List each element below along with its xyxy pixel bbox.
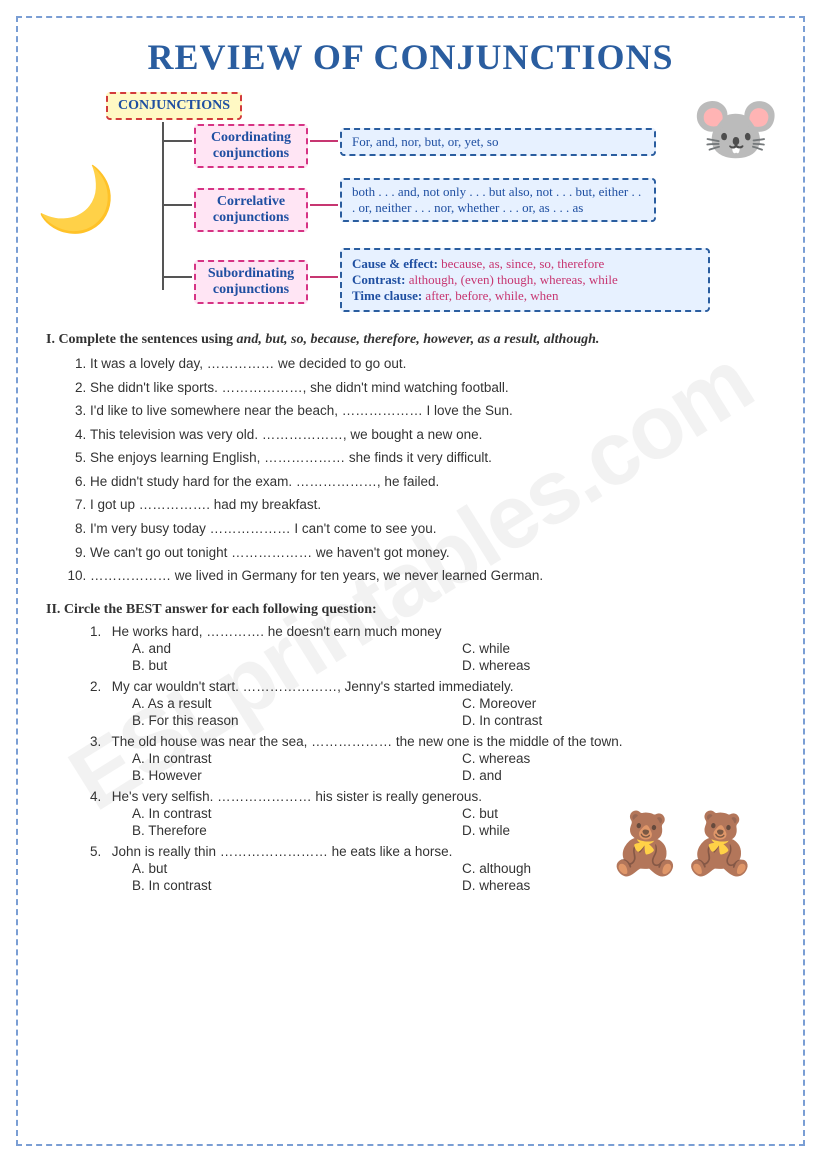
section-1-list: It was a lovely day, …………… we decided to… (90, 354, 775, 586)
question-2: 2. My car wouldn't start. …………………, Jenny… (90, 679, 775, 694)
q1-opt-c: C. while (462, 641, 682, 656)
sub-head-1: Cause & effect: (352, 256, 438, 271)
connector-h3 (162, 276, 192, 278)
question-1: 1. He works hard, …………. he doesn't earn … (90, 624, 775, 639)
q3-opt-c: C. whereas (462, 751, 682, 766)
q1-opt-d: D. whereas (462, 658, 682, 673)
sub-head-2: Contrast: (352, 272, 405, 287)
sub-ex-2: although, (even) though, whereas, while (409, 272, 618, 287)
diagram-root: CONJUNCTIONS (106, 92, 242, 120)
diagram-examples-coordinating: For, and, nor, but, or, yet, so (340, 128, 656, 156)
section-1-lead: I. Complete the sentences using (46, 332, 237, 347)
diagram-label-correlative: Correlative conjunctions (194, 188, 308, 232)
conjunctions-diagram: 🌙 🐭 CONJUNCTIONS Coordinating conjunctio… (46, 92, 775, 322)
sub-ex-3: after, before, while, when (425, 288, 558, 303)
q4-opt-a: A. In contrast (132, 806, 462, 821)
q2-opt-a: A. As a result (132, 696, 462, 711)
q1-stem: He works hard, …………. he doesn't earn muc… (112, 624, 442, 639)
list-item: She didn't like sports. ………………, she didn… (90, 378, 775, 398)
q5-stem: John is really thin …………………… he eats lik… (112, 844, 453, 859)
bears-icon: 🧸🧸 (608, 808, 757, 879)
q1-opt-a: A. and (132, 641, 462, 656)
list-item: ……………… we lived in Germany for ten years… (90, 566, 775, 586)
list-item: I got up ……………. had my breakfast. (90, 495, 775, 515)
q3-stem: The old house was near the sea, ……………… t… (112, 734, 623, 749)
connector-h2 (162, 204, 192, 206)
q5-opt-a: A. but (132, 861, 462, 876)
question-3: 3. The old house was near the sea, ……………… (90, 734, 775, 749)
diagram-label-subordinating: Subordinating conjunctions (194, 260, 308, 304)
moon-icon: 🌙 (36, 162, 116, 237)
section-2-heading: II. Circle the BEST answer for each foll… (46, 602, 775, 618)
page-title: REVIEW OF CONJUNCTIONS (46, 36, 775, 78)
section-1-words: and, but, so, because, therefore, howeve… (237, 332, 600, 347)
connector-vert (162, 122, 164, 290)
connector-arrow3 (310, 276, 338, 278)
list-item: He didn't study hard for the exam. ……………… (90, 472, 775, 492)
worksheet-page: ESLprintables.com REVIEW OF CONJUNCTIONS… (16, 16, 805, 1146)
list-item: We can't go out tonight ……………… we haven'… (90, 543, 775, 563)
q4-stem: He's very selfish. ………………… his sister is… (112, 789, 482, 804)
q1-opt-b: B. but (132, 658, 462, 673)
q3-opt-d: D. and (462, 768, 682, 783)
connector-arrow2 (310, 204, 338, 206)
diagram-examples-correlative: both . . . and, not only . . . but also,… (340, 178, 656, 222)
mouse-icon: 🐭 (691, 86, 781, 171)
list-item: It was a lovely day, …………… we decided to… (90, 354, 775, 374)
list-item: This television was very old. ………………, we… (90, 425, 775, 445)
list-item: I'm very busy today ……………… I can't come … (90, 519, 775, 539)
q2-stem: My car wouldn't start. …………………, Jenny's … (112, 679, 514, 694)
section-1-heading: I. Complete the sentences using and, but… (46, 332, 775, 348)
diagram-examples-subordinating: Cause & effect: because, as, since, so, … (340, 248, 710, 312)
q2-opt-b: B. For this reason (132, 713, 462, 728)
q4-opt-b: B. Therefore (132, 823, 462, 838)
connector-arrow1 (310, 140, 338, 142)
diagram-label-coordinating: Coordinating conjunctions (194, 124, 308, 168)
q3-opt-b: B. However (132, 768, 462, 783)
question-4: 4. He's very selfish. ………………… his sister… (90, 789, 775, 804)
sub-ex-1: because, as, since, so, therefore (441, 256, 604, 271)
q5-opt-b: B. In contrast (132, 878, 462, 893)
list-item: She enjoys learning English, ……………… she … (90, 448, 775, 468)
list-item: I'd like to live somewhere near the beac… (90, 401, 775, 421)
connector-h1 (162, 140, 192, 142)
q5-opt-d: D. whereas (462, 878, 682, 893)
q2-opt-d: D. In contrast (462, 713, 682, 728)
q2-opt-c: C. Moreover (462, 696, 682, 711)
q3-opt-a: A. In contrast (132, 751, 462, 766)
sub-head-3: Time clause: (352, 288, 422, 303)
